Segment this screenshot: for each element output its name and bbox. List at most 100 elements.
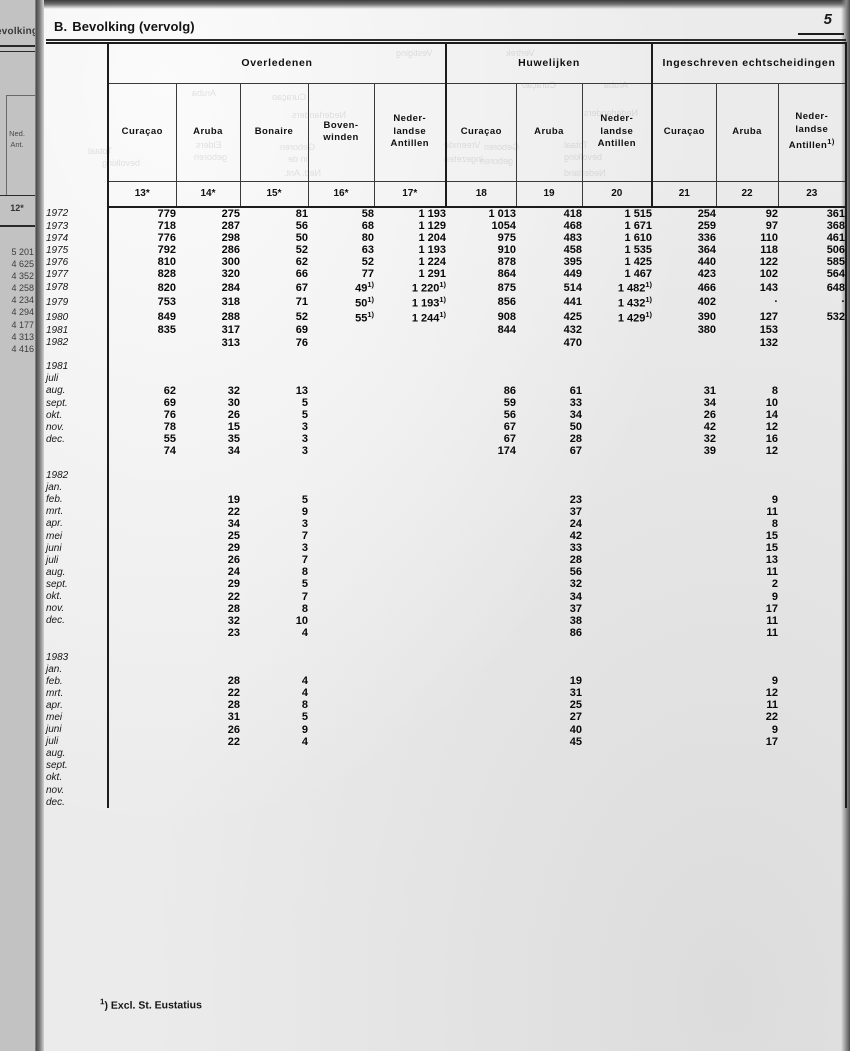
cell-col-21: 440 bbox=[697, 256, 717, 269]
table-row: aug. 62 32 13 86 61 31 8 bbox=[46, 384, 848, 397]
cell-col-15star: 67 bbox=[295, 281, 308, 294]
cell-col-20 bbox=[582, 748, 652, 760]
cell-col-13star: 792 bbox=[157, 244, 176, 257]
cell-col-18 bbox=[446, 772, 516, 784]
cell-col-19: 514 bbox=[563, 281, 583, 294]
column-header-line: landse bbox=[600, 125, 634, 137]
cell-col-21 bbox=[652, 578, 716, 590]
previous-page-value: 4 294 bbox=[11, 307, 34, 318]
cell-col-23 bbox=[778, 784, 848, 797]
column-label-row: Curaçao Aruba Bonaire Boven-winden Neder-lan… bbox=[46, 83, 848, 182]
cell-col-19: 483 bbox=[563, 232, 583, 245]
cell-col-14star bbox=[176, 784, 240, 796]
cell-col-15star: 7 bbox=[301, 554, 308, 567]
cell-col-17star bbox=[374, 591, 446, 603]
cell-col-17star bbox=[374, 675, 446, 687]
cell-col-14star: 26 bbox=[227, 723, 240, 736]
row-month-label: sept. bbox=[46, 578, 68, 590]
column-header-18: Curaçao bbox=[445, 83, 517, 182]
cell-col-20 bbox=[582, 615, 652, 627]
cell-col-18 bbox=[446, 603, 516, 615]
cell-col-22: 153 bbox=[759, 324, 779, 337]
cell-col-22: 12 bbox=[765, 687, 779, 700]
cell-col-18 bbox=[446, 784, 516, 796]
column-number-18: 18 bbox=[445, 181, 517, 208]
cell-col-19: 441 bbox=[563, 296, 583, 309]
cell-col-15star: 7 bbox=[301, 590, 308, 603]
cell-col-14star bbox=[176, 482, 240, 494]
cell-col-13star bbox=[108, 373, 176, 385]
table-row: 1982 313 76 470 132 bbox=[46, 336, 848, 349]
row-month-label: aug. bbox=[46, 385, 66, 397]
cell-col-22: 22 bbox=[765, 711, 779, 724]
table-row: 1974 776 298 50 80 1 204 975 483 1 610 336 110 461 bbox=[46, 232, 848, 245]
table-row: 1981 bbox=[46, 360, 848, 373]
row-year-label: 1972 bbox=[46, 208, 69, 219]
cell-col-13star: 74 bbox=[163, 445, 176, 458]
cell-col-22: 11 bbox=[766, 699, 779, 712]
cell-col-23 bbox=[778, 771, 848, 784]
cell-col-19: 27 bbox=[569, 711, 583, 724]
table-row: mrt. 22 9 37 11 bbox=[46, 505, 848, 518]
cell-col-18: 1054 bbox=[491, 220, 517, 233]
row-stub: 1976 bbox=[46, 256, 109, 269]
row-stub: sept. bbox=[46, 397, 109, 410]
row-year-label: 1973 bbox=[46, 220, 69, 232]
cell-col-20 bbox=[582, 578, 652, 590]
cell-col-14star: 29 bbox=[227, 578, 240, 591]
cell-col-17star bbox=[374, 687, 446, 699]
cell-col-13star bbox=[108, 615, 176, 627]
year-heading-cell bbox=[108, 650, 848, 664]
cell-col-18 bbox=[446, 554, 516, 566]
cell-col-17star bbox=[374, 663, 446, 675]
cell-col-21 bbox=[652, 518, 716, 530]
cell-col-17star bbox=[374, 494, 446, 506]
cell-col-18 bbox=[446, 711, 516, 723]
stub-cell bbox=[46, 457, 109, 470]
cell-col-15star: 66 bbox=[295, 268, 308, 281]
cell-col-18: 844 bbox=[497, 324, 517, 337]
cell-col-17star bbox=[374, 699, 446, 711]
cell-col-13star bbox=[108, 784, 176, 796]
cell-col-17star bbox=[374, 760, 446, 772]
cell-col-14star bbox=[176, 772, 240, 784]
cell-col-14star: 26 bbox=[227, 554, 240, 567]
cell-col-20 bbox=[582, 518, 652, 530]
previous-page-value: 4 352 bbox=[11, 271, 34, 282]
cell-col-14star: 28 bbox=[227, 675, 240, 688]
stub-header-cell bbox=[46, 42, 109, 207]
cell-col-19: 42 bbox=[569, 530, 583, 543]
cell-col-17star bbox=[374, 736, 446, 748]
table-row: 1977 828 320 66 77 1 291 864 449 1 467 423 102 564 bbox=[46, 268, 848, 281]
previous-page-stub-line1: Ned. bbox=[9, 129, 25, 138]
cell-col-17star bbox=[374, 796, 446, 808]
previous-page-stub-line2: Ant. bbox=[10, 140, 24, 149]
cell-col-21 bbox=[652, 699, 716, 711]
table-row: juli bbox=[46, 372, 848, 385]
cell-col-19: 28 bbox=[569, 433, 583, 446]
cell-col-18 bbox=[446, 687, 516, 699]
cell-col-15star bbox=[240, 760, 308, 772]
column-header-line: Curaçao bbox=[663, 125, 705, 137]
cell-col-14star: 24 bbox=[227, 566, 240, 579]
row-stub: nov. bbox=[46, 602, 109, 615]
previous-page-header-cell bbox=[6, 95, 35, 195]
previous-page-value: 4 625 bbox=[11, 259, 34, 270]
row-month-label: mrt. bbox=[46, 506, 64, 518]
cell-col-23 bbox=[778, 542, 848, 555]
cell-col-19: 31 bbox=[569, 687, 583, 700]
cell-col-17star bbox=[374, 711, 446, 723]
cell-col-17star bbox=[374, 578, 446, 590]
cell-col-18 bbox=[446, 736, 516, 748]
row-month-label: dec. bbox=[46, 433, 65, 445]
cell-col-16star: 63 bbox=[361, 244, 374, 257]
cell-col-23 bbox=[778, 493, 848, 506]
cell-footnote-marker: 1) bbox=[439, 309, 447, 319]
table-head: Overledenen Huwelijken Ingeschreven echtsc… bbox=[46, 42, 848, 208]
cell-col-23: · bbox=[778, 295, 848, 310]
cell-col-17star bbox=[374, 397, 446, 409]
column-header-19: Aruba bbox=[515, 83, 583, 182]
cell-col-18 bbox=[446, 494, 516, 506]
row-stub: mrt. bbox=[46, 505, 109, 518]
row-year-label: 1981 bbox=[46, 324, 69, 336]
